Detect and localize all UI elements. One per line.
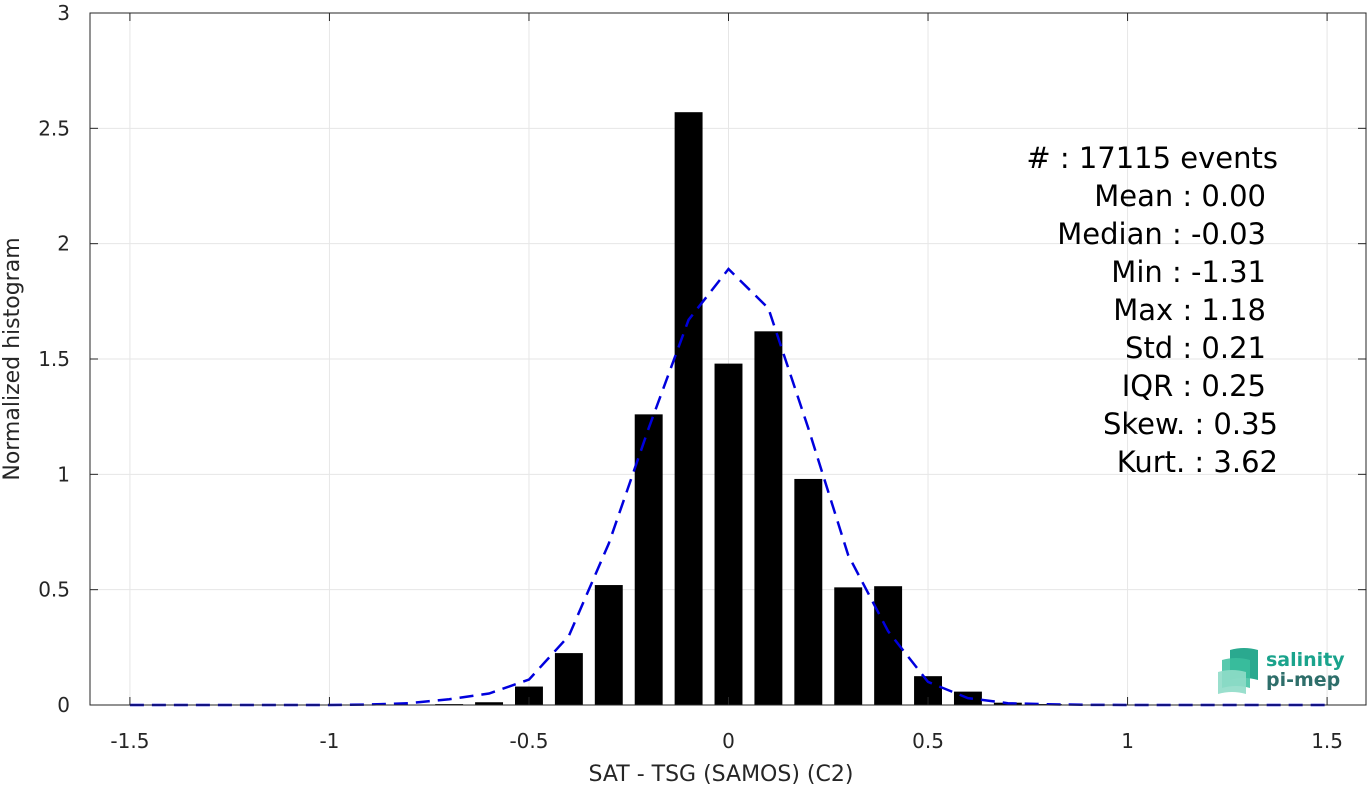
y-tick-label-3: 1.5 bbox=[38, 347, 70, 371]
y-tick-label-2: 1 bbox=[57, 462, 70, 486]
stat-line-8: Kurt. : 3.62 bbox=[1117, 445, 1278, 479]
histogram-bar-6 bbox=[634, 414, 663, 705]
x-tick-label-3: 0 bbox=[722, 729, 735, 753]
stat-line-7: Skew. : 0.35 bbox=[1103, 407, 1278, 441]
wave-logo-icon bbox=[1218, 648, 1258, 694]
y-ticks: 0 0.5 1 1.5 2 2.5 3 bbox=[38, 1, 1366, 717]
histogram-bar-9 bbox=[754, 331, 783, 705]
stat-line-4: Max : 1.18 bbox=[1113, 293, 1266, 327]
histogram-bars bbox=[395, 112, 1062, 706]
salinity-pi-mep-logo: salinity pi-mep bbox=[1218, 648, 1345, 694]
histogram-bar-4 bbox=[554, 653, 583, 705]
x-tick-label-5: 1 bbox=[1121, 729, 1134, 753]
y-tick-label-0: 0 bbox=[57, 693, 70, 717]
x-tick-label-2: -0.5 bbox=[509, 729, 548, 753]
y-tick-label-5: 2.5 bbox=[38, 116, 70, 140]
fit-curve-dashed bbox=[129, 267, 1328, 707]
x-tick-label-4: 0.5 bbox=[912, 729, 944, 753]
histogram-bar-5 bbox=[594, 585, 623, 705]
stat-line-0: # : 17115 events bbox=[1026, 141, 1278, 175]
histogram-bar-7 bbox=[674, 112, 703, 706]
histogram-bar-10 bbox=[794, 478, 823, 705]
histogram-bar-3 bbox=[515, 686, 543, 705]
statistics-annotation: # : 17115 events Mean : 0.00 Median : -0.0… bbox=[1026, 141, 1278, 479]
stat-line-2: Median : -0.03 bbox=[1057, 217, 1266, 251]
x-tick-label-1: -1 bbox=[319, 729, 339, 753]
x-tick-label-6: 1.5 bbox=[1311, 729, 1343, 753]
logo-line2: pi-mep bbox=[1266, 669, 1340, 691]
stat-line-1: Mean : 0.00 bbox=[1094, 179, 1266, 213]
y-tick-label-4: 2 bbox=[57, 232, 70, 256]
histogram-bar-8 bbox=[714, 363, 743, 705]
y-axis-label: Normalized histogram bbox=[0, 237, 25, 480]
y-tick-label-1: 0.5 bbox=[38, 578, 70, 602]
stat-line-6: IQR : 0.25 bbox=[1122, 369, 1266, 403]
x-ticks: -1.5 -1 -0.5 0 0.5 1 1.5 bbox=[110, 13, 1343, 753]
x-axis-label: SAT - TSG (SAMOS) (C2) bbox=[589, 762, 854, 785]
y-tick-label-6: 3 bbox=[57, 1, 70, 25]
histogram-bar-2 bbox=[475, 702, 504, 705]
histogram-bar-11 bbox=[834, 587, 863, 705]
histogram-bar-12 bbox=[874, 586, 903, 705]
logo-line1: salinity bbox=[1266, 649, 1345, 671]
stat-line-5: Std : 0.21 bbox=[1125, 331, 1266, 365]
stat-line-3: Min : -1.31 bbox=[1111, 255, 1266, 289]
x-tick-label-0: -1.5 bbox=[110, 729, 149, 753]
